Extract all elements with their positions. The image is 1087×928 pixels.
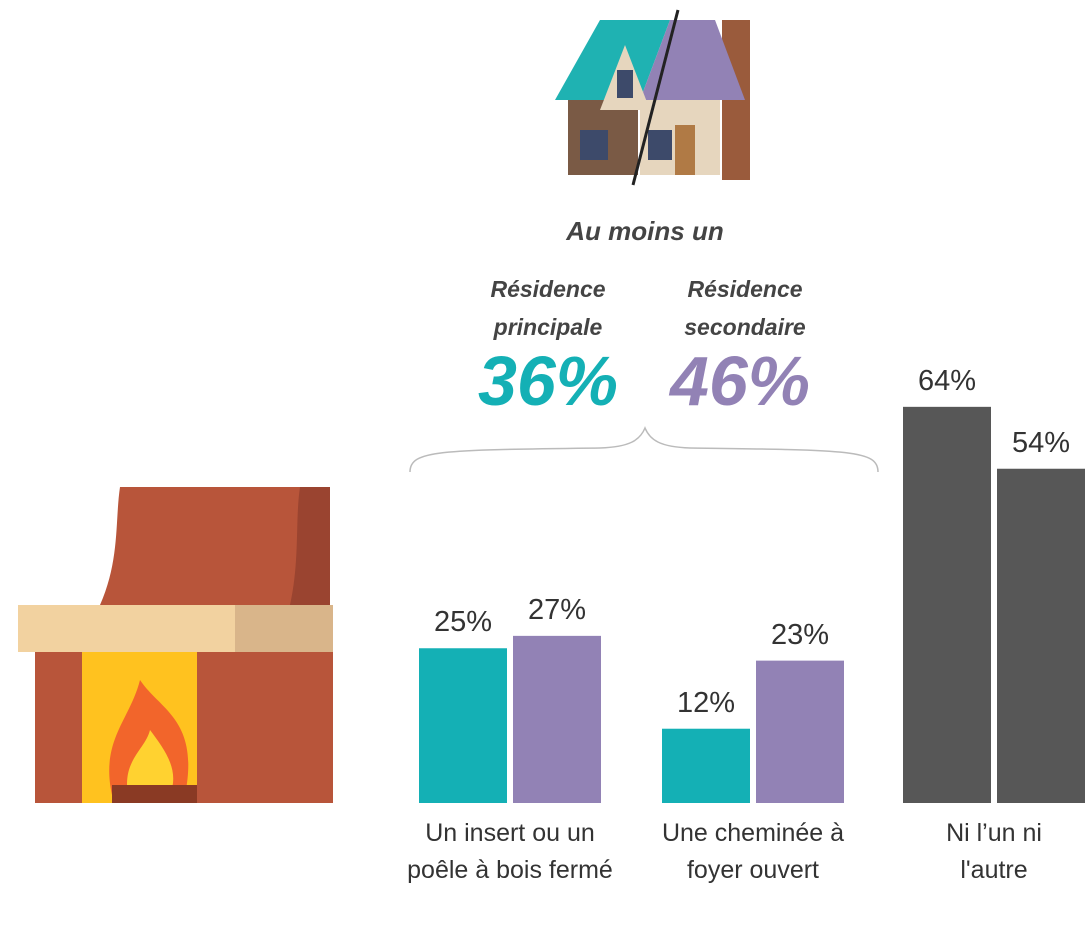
- value-label: 12%: [676, 686, 736, 719]
- category-label: Ni l’un ni l'autre: [946, 819, 1042, 884]
- bar: [903, 406, 991, 803]
- summary-value: 46%: [669, 342, 811, 420]
- summary-value: 36%: [477, 342, 619, 420]
- bar: [662, 728, 750, 803]
- category-label: Une cheminée à foyer ouvert: [661, 819, 845, 884]
- summary-title: Au moins un: [566, 216, 724, 246]
- value-label: 54%: [1011, 426, 1071, 459]
- value-label: 64%: [917, 364, 977, 397]
- bar: [756, 660, 844, 803]
- value-label: 23%: [770, 618, 830, 651]
- category-label: Un insert ou un poêle à bois fermé: [407, 819, 613, 884]
- bar: [419, 648, 507, 803]
- brace: [409, 426, 879, 473]
- value-label: 25%: [433, 606, 493, 639]
- series-name: Résidence secondaire: [684, 276, 806, 340]
- value-label: 27%: [527, 593, 587, 626]
- series-name: Résidence principale: [490, 276, 606, 340]
- fireplace-icon: [18, 487, 333, 803]
- bar: [513, 635, 601, 803]
- bar: [997, 468, 1085, 803]
- house-icon: [555, 9, 750, 186]
